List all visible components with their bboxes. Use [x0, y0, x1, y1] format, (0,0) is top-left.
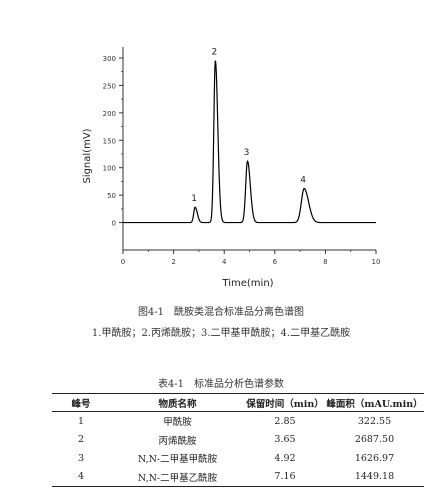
- cell-peak-number: 1: [77, 415, 85, 427]
- header-substance-name: 物质名称: [110, 393, 245, 412]
- y-axis-label: Signal(mV): [82, 128, 93, 183]
- cell-substance-name: N,N-二甲基乙酰胺: [110, 467, 245, 487]
- cell-peak-number: 3: [77, 452, 85, 464]
- x-tick-label: 4: [222, 258, 227, 266]
- header-retention-time: 保留时间（min）: [245, 393, 325, 412]
- cell-peak-number: 2: [77, 434, 85, 446]
- x-tick-label: 8: [323, 258, 327, 266]
- cell-peak-number: 4: [52, 467, 110, 487]
- y-tick-label: 300: [103, 55, 116, 63]
- cell-peak-area: 2687.50: [354, 434, 395, 446]
- header-peak-area: 峰面积（mAU.min）: [325, 393, 424, 412]
- table-row: 1 甲酰胺 2.85 322.55: [52, 412, 424, 431]
- chart-plot: 1 2 3 4: [123, 48, 376, 224]
- cell-substance-name: N,N-二甲基甲酰胺: [137, 454, 218, 466]
- table-header-row: 峰号 物质名称 保留时间（min） 峰面积（mAU.min）: [52, 393, 424, 412]
- cell-retention-time: 4.92: [274, 452, 296, 464]
- y-tick-label: 50: [107, 192, 116, 200]
- y-tick-label: 150: [103, 137, 116, 145]
- figure-legend: 1.甲酰胺；2.丙烯酰胺；3.二甲基甲酰胺；4.二甲基乙酰胺: [91, 328, 351, 339]
- peak-label: 3: [244, 148, 250, 158]
- peak-label: 2: [211, 48, 217, 58]
- cell-substance-name: 甲酰胺: [163, 417, 192, 429]
- x-tick-label: 6: [273, 258, 278, 266]
- cell-retention-time: 7.16: [245, 467, 325, 487]
- y-tick-label: 100: [103, 165, 116, 173]
- y-tick-label: 0: [112, 220, 116, 228]
- table-row: 2 丙烯酰胺 3.65 2687.50: [52, 431, 424, 450]
- chart-axes: 0 50 100 150 200 250 300 0 2 4 6 8 10: [103, 47, 381, 266]
- peak-label: 4: [300, 176, 306, 186]
- figure-caption: 图4-1 酰胺类混合标准品分离色谱图: [137, 307, 305, 318]
- x-tick-label: 0: [121, 258, 125, 266]
- cell-retention-time: 2.85: [274, 415, 296, 427]
- y-tick-label: 250: [103, 82, 116, 90]
- cell-peak-area: 322.55: [357, 415, 392, 427]
- table-row: 4 N,N-二甲基乙酰胺 7.16 1449.18: [52, 467, 424, 487]
- peak-label: 1: [191, 194, 197, 204]
- cell-substance-name: 丙烯酰胺: [158, 435, 197, 447]
- table-caption: 表4-1 标准品分析色谱参数: [157, 379, 285, 390]
- x-tick-label: 2: [171, 258, 175, 266]
- table-row: 3 N,N-二甲基甲酰胺 4.92 1626.97: [52, 449, 424, 468]
- x-axis-label: Time(min): [221, 278, 273, 289]
- header-peak-number: 峰号: [52, 393, 110, 412]
- cell-peak-area: 1626.97: [354, 452, 395, 464]
- chromatography-parameters-table: 峰号 物质名称 保留时间（min） 峰面积（mAU.min） 1 甲酰胺 2.8…: [52, 393, 424, 487]
- y-tick-label: 200: [103, 110, 116, 118]
- x-tick-label: 10: [372, 258, 381, 266]
- chromatogram-trace: [123, 60, 376, 224]
- cell-retention-time: 3.65: [274, 434, 296, 446]
- cell-peak-area: 1449.18: [325, 467, 424, 487]
